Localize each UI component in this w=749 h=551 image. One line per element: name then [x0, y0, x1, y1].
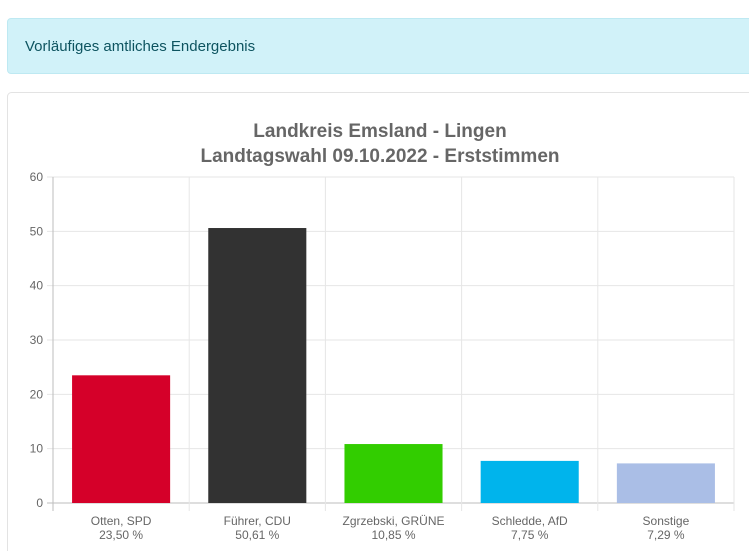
chart-title-line-1: Landkreis Emsland - Lingen	[253, 121, 506, 142]
y-tick-label: 40	[30, 279, 44, 293]
x-value-label: 23,50 %	[99, 528, 143, 542]
x-category-label: Sonstige	[643, 514, 690, 528]
x-category-label: Schledde, AfD	[492, 514, 568, 528]
chart-card	[7, 92, 749, 551]
bar-0	[72, 375, 171, 503]
x-value-label: 7,75 %	[511, 528, 549, 542]
chart-title-line-2: Landtagswahl 09.10.2022 - Erststimmen	[200, 146, 559, 167]
x-value-label: 10,85 %	[371, 528, 415, 542]
x-category-label: Zgrzebski, GRÜNE	[342, 514, 444, 528]
x-value-label: 50,61 %	[235, 528, 279, 542]
result-status-alert: Vorläufiges amtliches Endergebnis	[7, 18, 749, 74]
bar-3	[480, 460, 579, 503]
bar-2	[344, 444, 443, 503]
y-tick-label: 0	[36, 496, 43, 510]
x-category-label: Führer, CDU	[224, 514, 291, 528]
y-tick-label: 20	[30, 387, 44, 401]
y-tick-label: 60	[30, 170, 44, 184]
y-tick-label: 50	[30, 224, 44, 238]
bar-1	[208, 228, 307, 504]
y-tick-label: 10	[30, 442, 44, 456]
y-tick-label: 30	[30, 333, 44, 347]
bar-4	[616, 463, 715, 503]
x-value-label: 7,29 %	[647, 528, 685, 542]
result-status-text: Vorläufiges amtliches Endergebnis	[25, 38, 256, 55]
x-category-label: Otten, SPD	[91, 514, 152, 528]
